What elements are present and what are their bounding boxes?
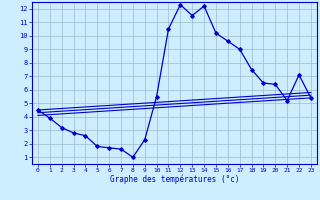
X-axis label: Graphe des températures (°c): Graphe des températures (°c) <box>110 175 239 184</box>
